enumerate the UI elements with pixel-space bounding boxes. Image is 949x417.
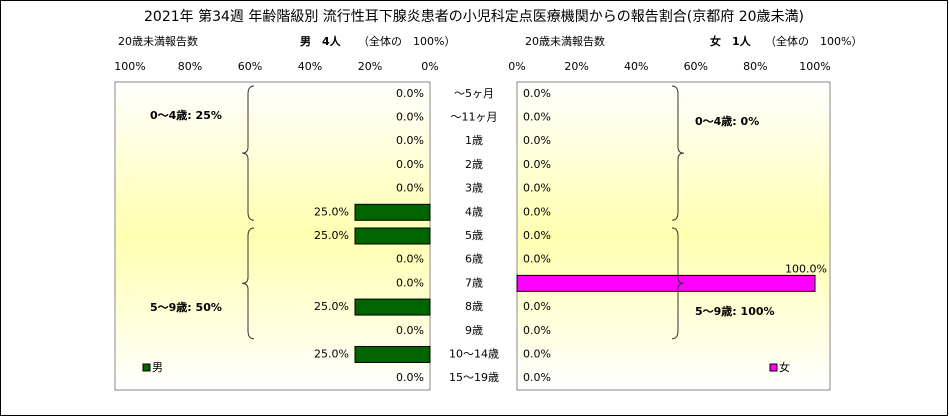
value-label: 0.0%	[396, 371, 424, 384]
value-label: 0.0%	[523, 300, 551, 313]
bracket	[671, 85, 685, 221]
x-tick-label: 100%	[114, 60, 145, 73]
category-label: 2歳	[465, 158, 483, 171]
x-tick-label: 0%	[421, 60, 438, 73]
x-tick-label: 20%	[358, 60, 382, 73]
header: 男 4人	[300, 34, 342, 48]
header: （全体の 100%）	[358, 34, 455, 48]
category-label: 5歳	[465, 229, 483, 242]
bracket	[671, 227, 685, 340]
value-label: 0.0%	[396, 253, 424, 266]
x-tick-label: 20%	[564, 60, 588, 73]
x-tick-label: 60%	[238, 60, 262, 73]
value-label: 0.0%	[396, 87, 424, 100]
annotation: 5～9歳: 100%	[695, 304, 775, 318]
header: 20歳未満報告数	[525, 35, 605, 48]
category-label: 10～14歳	[449, 347, 499, 360]
value-label: 100.0%	[785, 262, 827, 275]
bar	[354, 298, 431, 316]
value-label: 0.0%	[523, 111, 551, 124]
bar	[516, 274, 816, 292]
value-label: 0.0%	[396, 158, 424, 171]
value-label: 0.0%	[523, 87, 551, 100]
value-label: 25.0%	[314, 300, 349, 313]
x-tick-label: 100%	[799, 60, 830, 73]
category-label: 3歳	[465, 182, 483, 195]
header: 女 1人	[710, 34, 752, 48]
value-label: 0.0%	[523, 347, 551, 360]
bracket	[241, 227, 255, 340]
annotation: 0～4歳: 25%	[150, 108, 222, 122]
value-label: 0.0%	[523, 229, 551, 242]
category-label: 15～19歳	[449, 371, 499, 384]
annotation: 0～4歳: 0%	[695, 114, 759, 128]
annotation: 5～9歳: 50%	[150, 300, 222, 314]
header: 20歳未満報告数	[118, 35, 198, 48]
value-label: 25.0%	[314, 347, 349, 360]
value-label: 25.0%	[314, 205, 349, 218]
bar	[354, 227, 431, 245]
category-label: ～11ヶ月	[451, 111, 498, 124]
value-label: 25.0%	[314, 229, 349, 242]
category-label: 6歳	[465, 253, 483, 266]
value-label: 0.0%	[523, 205, 551, 218]
category-label: 4歳	[465, 205, 483, 218]
category-label: 8歳	[465, 300, 483, 313]
x-tick-label: 80%	[743, 60, 767, 73]
value-label: 0.0%	[523, 182, 551, 195]
value-label: 0.0%	[523, 134, 551, 147]
legend-label: 男	[152, 361, 163, 374]
value-label: 0.0%	[396, 182, 424, 195]
x-tick-label: 40%	[624, 60, 648, 73]
bar	[354, 345, 431, 363]
bar	[354, 203, 431, 221]
chart-title: 2021年 第34週 年齢階級別 流行性耳下腺炎患者の小児科定点医療機関からの報…	[144, 8, 804, 25]
value-label: 0.0%	[396, 324, 424, 337]
value-label: 0.0%	[396, 276, 424, 289]
value-label: 0.0%	[396, 134, 424, 147]
legend-label: 女	[779, 360, 790, 374]
category-label: 9歳	[465, 324, 483, 337]
x-tick-label: 0%	[508, 60, 525, 73]
value-label: 0.0%	[523, 253, 551, 266]
x-tick-label: 60%	[684, 60, 708, 73]
value-label: 0.0%	[523, 371, 551, 384]
header: （全体の 100%）	[765, 34, 862, 48]
bracket	[241, 85, 255, 221]
value-label: 0.0%	[523, 324, 551, 337]
legend-swatch	[769, 363, 778, 372]
category-label: ～5ヶ月	[454, 87, 494, 100]
value-label: 0.0%	[523, 158, 551, 171]
category-label: 1歳	[465, 134, 483, 147]
plot-area	[516, 81, 831, 391]
x-tick-label: 40%	[298, 60, 322, 73]
legend-swatch	[142, 363, 151, 372]
x-tick-label: 80%	[178, 60, 202, 73]
category-label: 7歳	[465, 276, 483, 289]
value-label: 0.0%	[396, 111, 424, 124]
